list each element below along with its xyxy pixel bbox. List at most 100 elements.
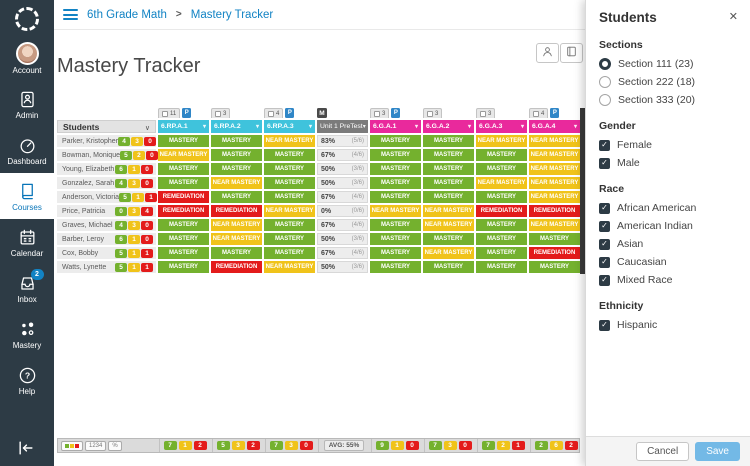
chevron-down-icon[interactable]: [145, 122, 150, 132]
column-header-6-g-a-2[interactable]: 6.G.A.2: [423, 120, 474, 133]
mastery-level-cell[interactable]: NEAR MASTERY: [264, 205, 315, 217]
percent-display-button[interactable]: %: [108, 440, 122, 451]
column-header-6-g-a-4[interactable]: 6.G.A.4: [529, 120, 580, 133]
mastery-level-cell[interactable]: NEAR MASTERY: [158, 149, 209, 161]
dropdown-arrow-icon[interactable]: [468, 123, 471, 130]
mastery-level-cell[interactable]: MASTERY: [529, 261, 580, 273]
mastery-level-cell[interactable]: NEAR MASTERY: [529, 163, 580, 175]
sidebar-item-admin[interactable]: Admin: [0, 81, 54, 127]
mastery-level-cell[interactable]: MASTERY: [158, 247, 209, 259]
mastery-level-cell[interactable]: REMEDIATION: [529, 205, 580, 217]
assessment-score-cell[interactable]: 50% (3/6): [317, 233, 368, 245]
checkbox-icon[interactable]: [599, 274, 610, 286]
mastery-level-cell[interactable]: NEAR MASTERY: [423, 219, 474, 231]
checkbox-male[interactable]: Male: [599, 157, 737, 169]
mastery-level-cell[interactable]: MASTERY: [423, 233, 474, 245]
assessment-score-cell[interactable]: 67% (4/6): [317, 191, 368, 203]
assessment-score-cell[interactable]: 0% (0/6): [317, 205, 368, 217]
mastery-level-cell[interactable]: MASTERY: [370, 247, 421, 259]
mastery-level-cell[interactable]: MASTERY: [158, 163, 209, 175]
mastery-level-cell[interactable]: NEAR MASTERY: [264, 261, 315, 273]
mastery-level-cell[interactable]: MASTERY: [370, 261, 421, 273]
mastery-level-cell[interactable]: NEAR MASTERY: [211, 219, 262, 231]
assessment-score-cell[interactable]: 67% (4/6): [317, 247, 368, 259]
mastery-level-cell[interactable]: REMEDIATION: [158, 205, 209, 217]
checkbox-icon[interactable]: [599, 220, 610, 232]
column-tab[interactable]: 11: [158, 108, 181, 118]
column-tab[interactable]: 4: [264, 108, 284, 118]
mastery-level-cell[interactable]: MASTERY: [264, 247, 315, 259]
mastery-level-cell[interactable]: MASTERY: [158, 233, 209, 245]
student-row-name[interactable]: Cox, Bobby 5 1 1: [57, 247, 156, 259]
close-icon[interactable]: ✕: [728, 11, 738, 23]
mastery-level-cell[interactable]: MASTERY: [211, 191, 262, 203]
radio-icon[interactable]: [599, 76, 611, 88]
mastery-level-cell[interactable]: MASTERY: [264, 233, 315, 245]
mastery-level-cell[interactable]: MASTERY: [211, 135, 262, 147]
cancel-button[interactable]: Cancel: [636, 442, 690, 461]
gradebook-button[interactable]: [560, 43, 583, 63]
checkbox-hispanic[interactable]: Hispanic: [599, 319, 737, 331]
mastery-level-cell[interactable]: MASTERY: [211, 247, 262, 259]
canvas-logo-icon[interactable]: [15, 7, 39, 31]
assessment-score-cell[interactable]: 67% (4/6): [317, 219, 368, 231]
sidebar-item-account[interactable]: Account: [0, 35, 54, 81]
mastery-level-cell[interactable]: MASTERY: [476, 233, 527, 245]
column-tab[interactable]: 3: [370, 108, 390, 118]
column-header-unit-1-pretest[interactable]: Unit 1 PreTest: [317, 120, 368, 133]
mastery-level-cell[interactable]: MASTERY: [529, 233, 580, 245]
assessment-score-cell[interactable]: 67% (4/6): [317, 149, 368, 161]
mastery-level-cell[interactable]: MASTERY: [370, 163, 421, 175]
student-row-name[interactable]: Barber, Leroy 6 1 0: [57, 233, 156, 245]
checkbox-icon[interactable]: [599, 157, 610, 169]
radio-section-333-20[interactable]: Section 333 (20): [599, 94, 737, 106]
mastery-level-cell[interactable]: NEAR MASTERY: [476, 177, 527, 189]
dropdown-arrow-icon[interactable]: [574, 123, 577, 130]
radio-icon[interactable]: [599, 58, 611, 70]
mastery-level-cell[interactable]: NEAR MASTERY: [529, 149, 580, 161]
student-row-name[interactable]: Price, Patricia 0 3 4: [57, 205, 156, 217]
collapse-sidebar-icon[interactable]: [14, 438, 38, 458]
mastery-level-cell[interactable]: MASTERY: [476, 191, 527, 203]
mastery-level-cell[interactable]: MASTERY: [370, 177, 421, 189]
column-tab[interactable]: 4: [529, 108, 549, 118]
checkbox-mixed-race[interactable]: Mixed Race: [599, 274, 737, 286]
checkbox-icon[interactable]: [599, 319, 610, 331]
column-checkbox[interactable]: [162, 110, 168, 117]
mastery-level-cell[interactable]: REMEDIATION: [158, 191, 209, 203]
mastery-level-cell[interactable]: MASTERY: [476, 219, 527, 231]
mastery-level-cell[interactable]: MASTERY: [158, 261, 209, 273]
student-row-name[interactable]: Watts, Lynette 5 1 1: [57, 261, 156, 273]
column-checkbox[interactable]: [374, 110, 380, 117]
mastery-level-cell[interactable]: MASTERY: [158, 177, 209, 189]
mastery-level-cell[interactable]: MASTERY: [158, 219, 209, 231]
student-row-name[interactable]: Young, Elizabeth 6 1 0: [57, 163, 156, 175]
mastery-level-cell[interactable]: NEAR MASTERY: [264, 135, 315, 147]
checkbox-icon[interactable]: [599, 139, 610, 151]
mastery-level-cell[interactable]: MASTERY: [264, 163, 315, 175]
hamburger-menu-icon[interactable]: [63, 9, 78, 20]
checkbox-icon[interactable]: [599, 202, 610, 214]
sidebar-item-help[interactable]: ? Help: [0, 357, 54, 403]
mastery-level-cell[interactable]: REMEDIATION: [211, 261, 262, 273]
dropdown-arrow-icon[interactable]: [415, 123, 418, 130]
column-header-6-rp-a-2[interactable]: 6.RP.A.2: [211, 120, 262, 133]
mastery-level-cell[interactable]: MASTERY: [476, 149, 527, 161]
dropdown-arrow-icon[interactable]: [256, 123, 259, 130]
mastery-level-cell[interactable]: MASTERY: [476, 261, 527, 273]
mastery-level-cell[interactable]: MASTERY: [423, 135, 474, 147]
mastery-level-cell[interactable]: REMEDIATION: [476, 205, 527, 217]
student-row-name[interactable]: Gonzalez, Sarah 4 3 0: [57, 177, 156, 189]
sidebar-item-courses[interactable]: Courses: [0, 173, 54, 219]
mastery-level-cell[interactable]: MASTERY: [211, 149, 262, 161]
column-checkbox[interactable]: [427, 110, 433, 117]
mastery-level-cell[interactable]: NEAR MASTERY: [529, 135, 580, 147]
student-row-name[interactable]: Parker, Kristopher 4 3 0: [57, 135, 157, 147]
breadcrumb-page-link[interactable]: Mastery Tracker: [190, 8, 274, 21]
mastery-level-cell[interactable]: MASTERY: [423, 177, 474, 189]
checkbox-icon[interactable]: [599, 238, 610, 250]
mastery-level-cell[interactable]: MASTERY: [158, 135, 209, 147]
sidebar-item-calendar[interactable]: Calendar: [0, 219, 54, 265]
assessment-score-cell[interactable]: 50% (3/6): [317, 163, 368, 175]
student-row-name[interactable]: Anderson, Victoria 5 1 1: [57, 191, 158, 203]
